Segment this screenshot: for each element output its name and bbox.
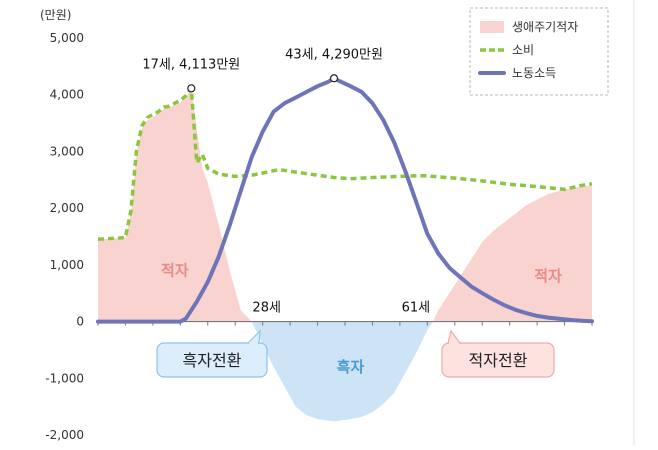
- legend-swatch-deficit: [480, 21, 504, 33]
- y-tick-label: -1,000: [45, 371, 84, 385]
- consumption-line: [97, 86, 593, 242]
- deficit-area-positive: [98, 88, 252, 322]
- y-tick-label: 0: [76, 315, 84, 329]
- y-tick-label: 5,000: [50, 31, 84, 45]
- region-label: 적자: [161, 262, 189, 280]
- y-tick-label: 2,000: [50, 201, 84, 215]
- deficit-area-positive: [432, 185, 592, 322]
- callout-box: [441, 342, 555, 378]
- callout-tail: [447, 329, 462, 344]
- surplus-area-negative: [251, 321, 433, 422]
- legend-label: 노동소득: [512, 66, 556, 80]
- legend-label: 생애주기적자: [512, 20, 578, 34]
- annotation-marker: [329, 74, 339, 83]
- point-annotation: 17세, 4,113만원: [142, 57, 240, 72]
- callout-box: [156, 342, 268, 378]
- callout-tail: [246, 329, 261, 344]
- y-tick-label: 3,000: [50, 144, 84, 158]
- y-tick-label: -2,000: [45, 428, 84, 442]
- annotation-marker: [187, 84, 196, 93]
- y-tick-label: 1,000: [50, 258, 84, 272]
- region-label: 적자: [534, 267, 562, 285]
- callout-text: 흑자전환: [183, 351, 242, 370]
- y-axis-unit-label: (만원): [40, 8, 71, 22]
- region-label: 흑자: [337, 358, 365, 376]
- point-annotation: 61세: [402, 301, 431, 316]
- legend-label: 소비: [512, 43, 534, 57]
- point-annotation: 43세, 4,290만원: [285, 47, 383, 62]
- labor-income-line: [96, 76, 594, 324]
- y-tick-label: 4,000: [50, 88, 84, 102]
- callout-text: 적자전환: [469, 351, 528, 370]
- point-annotation: 28세: [252, 301, 281, 316]
